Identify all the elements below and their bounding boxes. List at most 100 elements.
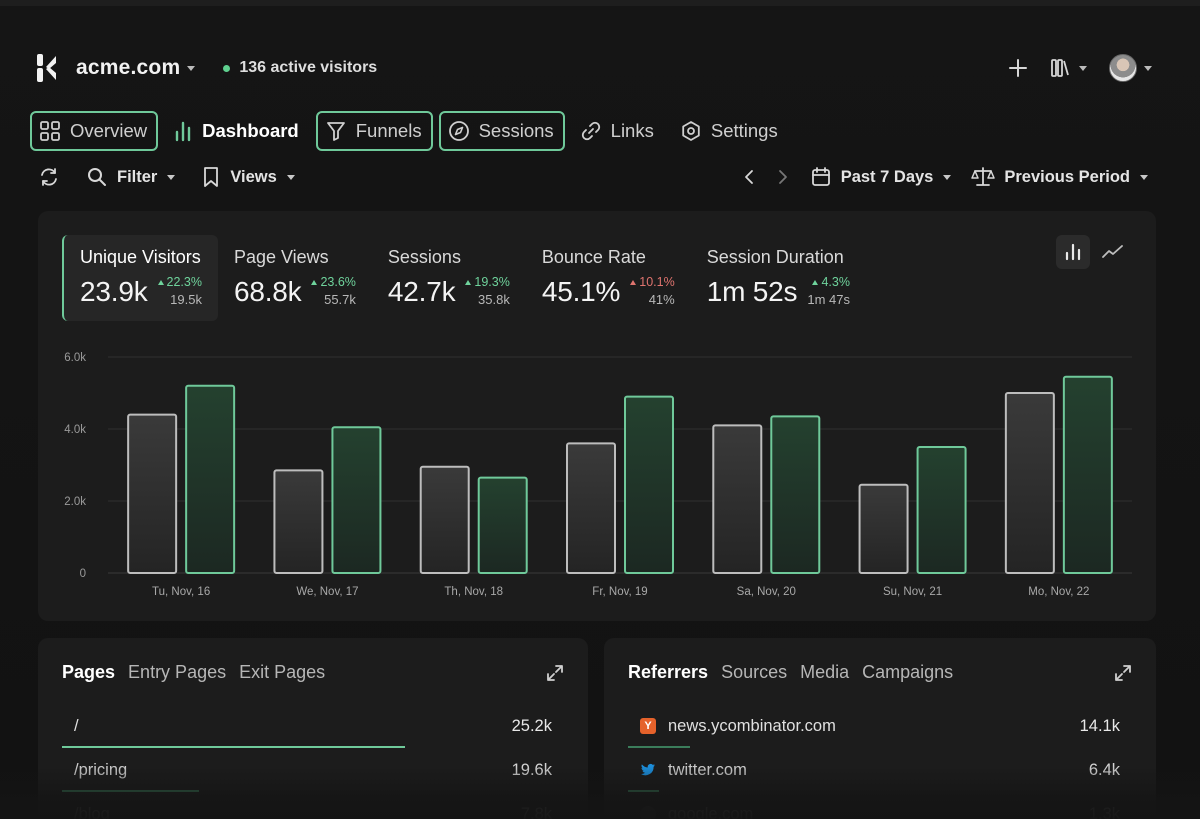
- expand-button[interactable]: [546, 664, 564, 687]
- ycombinator-icon: Y: [640, 718, 656, 734]
- list-item[interactable]: google.com 1.3k: [628, 792, 1120, 819]
- page-path: /blog: [74, 804, 110, 819]
- list-item[interactable]: /pricing 19.6k: [62, 748, 552, 792]
- y-tick-label: 4.0k: [64, 424, 86, 436]
- metric-bounce-rate[interactable]: Bounce Rate 45.1% 10.1% 41%: [526, 235, 691, 321]
- chevron-down-icon: [1144, 65, 1152, 71]
- filter-button[interactable]: Filter: [86, 166, 176, 188]
- next-period-button[interactable]: [776, 168, 790, 186]
- metric-change-value: 10.1%: [639, 275, 675, 289]
- referrers-tabs: Referrers Sources Media Campaigns: [628, 662, 953, 683]
- nav-settings-label: Settings: [710, 120, 778, 141]
- toolbar: Filter Views Past 7 Days Previous Period: [38, 163, 1148, 191]
- metric-unique-visitors[interactable]: Unique Visitors 23.9k 22.3% 19.5k: [62, 235, 218, 321]
- expand-icon: [547, 665, 563, 681]
- nav-sessions-label: Sessions: [478, 120, 554, 141]
- x-tick-label: Su, Nov, 21: [883, 586, 942, 598]
- line-chart-toggle[interactable]: [1096, 235, 1130, 269]
- arrow-up-icon: [311, 280, 318, 285]
- tab-pages[interactable]: Pages: [62, 662, 116, 682]
- nav-funnels[interactable]: Funnels: [315, 111, 433, 151]
- grid-icon: [40, 121, 60, 141]
- metric-page-views[interactable]: Page Views 68.8k 23.6% 55.7k: [218, 235, 372, 321]
- arrow-up-icon: [465, 280, 472, 285]
- chevron-down-icon: [1079, 65, 1087, 71]
- nav-overview[interactable]: Overview: [30, 111, 159, 151]
- top-bar: acme.com 136 active visitors: [36, 50, 1152, 86]
- bar-previous[interactable]: [419, 465, 470, 574]
- row-share-bar: [628, 746, 690, 748]
- bar-current[interactable]: [477, 476, 528, 575]
- chevron-down-icon: [286, 174, 295, 180]
- chevron-right-icon: [778, 170, 787, 184]
- bar-previous[interactable]: [566, 442, 616, 575]
- nav-sessions[interactable]: Sessions: [438, 111, 565, 151]
- site-name: acme.com: [76, 56, 181, 79]
- bar-current[interactable]: [916, 446, 967, 574]
- refresh-button[interactable]: [38, 166, 60, 188]
- referrer-label: twitter.com: [628, 761, 747, 780]
- bar-current[interactable]: [185, 384, 236, 574]
- nav-settings[interactable]: Settings: [671, 111, 789, 151]
- compare-label: Previous Period: [1004, 167, 1130, 186]
- nav-links-label: Links: [610, 120, 654, 141]
- metric-value: 42.7k: [387, 276, 456, 307]
- tab-referrers[interactable]: Referrers: [628, 662, 709, 682]
- bar-previous[interactable]: [712, 424, 763, 575]
- referrer-count: 14.1k: [1079, 716, 1120, 735]
- bar-previous[interactable]: [858, 483, 909, 574]
- pages-card: Pages Entry Pages Exit Pages / 25.2k /pr…: [38, 638, 588, 819]
- pages-tabs: Pages Entry Pages Exit Pages: [62, 662, 325, 683]
- referrers-list: Y news.ycombinator.com 14.1k twitter.com…: [628, 704, 1120, 819]
- views-label: Views: [230, 167, 277, 186]
- list-item[interactable]: twitter.com 6.4k: [628, 748, 1120, 792]
- nav-overview-label: Overview: [70, 120, 148, 141]
- chart-type-toggle: [1056, 235, 1130, 269]
- live-visitors[interactable]: 136 active visitors: [223, 59, 377, 77]
- compare-picker[interactable]: Previous Period: [971, 166, 1148, 188]
- bar-current[interactable]: [624, 395, 674, 574]
- metric-change-value: 22.3%: [166, 275, 202, 289]
- tab-sources[interactable]: Sources: [721, 662, 788, 682]
- date-range-label: Past 7 Days: [840, 167, 934, 186]
- page-path: /pricing: [74, 760, 128, 779]
- bar-chart-toggle[interactable]: [1056, 235, 1090, 269]
- metric-sessions[interactable]: Sessions 42.7k 19.3% 35.8k: [372, 235, 526, 321]
- google-icon: [640, 806, 656, 819]
- add-button[interactable]: [1008, 58, 1028, 78]
- nav-funnels-label: Funnels: [355, 120, 422, 141]
- bar-current[interactable]: [331, 426, 382, 574]
- expand-button[interactable]: [1114, 664, 1132, 687]
- metric-session-duration[interactable]: Session Duration 1m 52s 4.3% 1m 47s: [691, 235, 866, 321]
- library-menu-button[interactable]: [1050, 57, 1087, 79]
- account-menu[interactable]: [1109, 54, 1152, 82]
- bar-previous[interactable]: [1004, 392, 1055, 574]
- bar-current[interactable]: [1062, 375, 1113, 574]
- views-button[interactable]: Views: [201, 166, 295, 188]
- compass-icon: [448, 121, 469, 141]
- metric-previous: 1m 47s: [807, 292, 850, 307]
- bar-current[interactable]: [770, 415, 821, 575]
- tab-exit-pages[interactable]: Exit Pages: [239, 662, 326, 682]
- bar-previous[interactable]: [127, 413, 178, 574]
- tab-media[interactable]: Media: [800, 662, 850, 682]
- list-item[interactable]: Y news.ycombinator.com 14.1k: [628, 704, 1120, 748]
- funnel-icon: [326, 122, 345, 141]
- metric-change: 19.3%: [465, 274, 510, 291]
- date-range-picker[interactable]: Past 7 Days: [810, 166, 952, 188]
- nav-dashboard[interactable]: Dashboard: [164, 111, 310, 151]
- metric-previous: 41%: [648, 292, 675, 307]
- list-item[interactable]: /blog 7.8k: [62, 792, 552, 819]
- nav-links[interactable]: Links: [571, 111, 665, 151]
- app-logo[interactable]: [36, 53, 58, 83]
- scale-icon: [971, 167, 996, 186]
- previous-period-button[interactable]: [742, 168, 756, 186]
- site-selector[interactable]: acme.com: [76, 56, 196, 80]
- bar-previous[interactable]: [273, 469, 324, 574]
- tab-campaigns[interactable]: Campaigns: [862, 662, 954, 682]
- x-tick-label: Th, Nov, 18: [444, 586, 503, 598]
- x-tick-label: Mo, Nov, 22: [1028, 586, 1089, 598]
- list-item[interactable]: / 25.2k: [62, 704, 552, 748]
- tab-entry-pages[interactable]: Entry Pages: [128, 662, 227, 682]
